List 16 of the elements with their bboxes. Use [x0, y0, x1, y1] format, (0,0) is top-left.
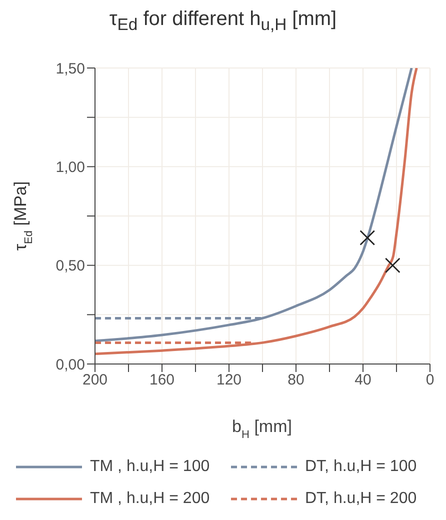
y-tick-label: 0,00: [56, 356, 85, 374]
x-tick-label: 160: [149, 372, 175, 389]
x-tick-label: 40: [354, 372, 372, 389]
y-tick-label: 1,00: [56, 158, 85, 176]
x-tick-label: 200: [82, 372, 108, 389]
x-tick-label: 80: [288, 372, 304, 389]
legend-label: DT, h.u,H = 200: [305, 490, 417, 508]
x-tick-label: 120: [216, 372, 242, 389]
chart-title: τ$_{Ed}$ for different h$_{u,H}$ [mm]: [108, 8, 338, 35]
legend-label: TM , h.u,H = 200: [90, 490, 210, 508]
legend-label: DT, h.u,H = 100: [305, 458, 417, 476]
y-tick-label: 1,50: [56, 60, 85, 78]
legend-label: TM , h.u,H = 100: [90, 458, 210, 476]
x-tick-label: 0: [426, 372, 434, 389]
x-axis-title: b$_{H}$ [mm]: [232, 417, 292, 441]
y-tick-label: 0,50: [56, 258, 85, 275]
